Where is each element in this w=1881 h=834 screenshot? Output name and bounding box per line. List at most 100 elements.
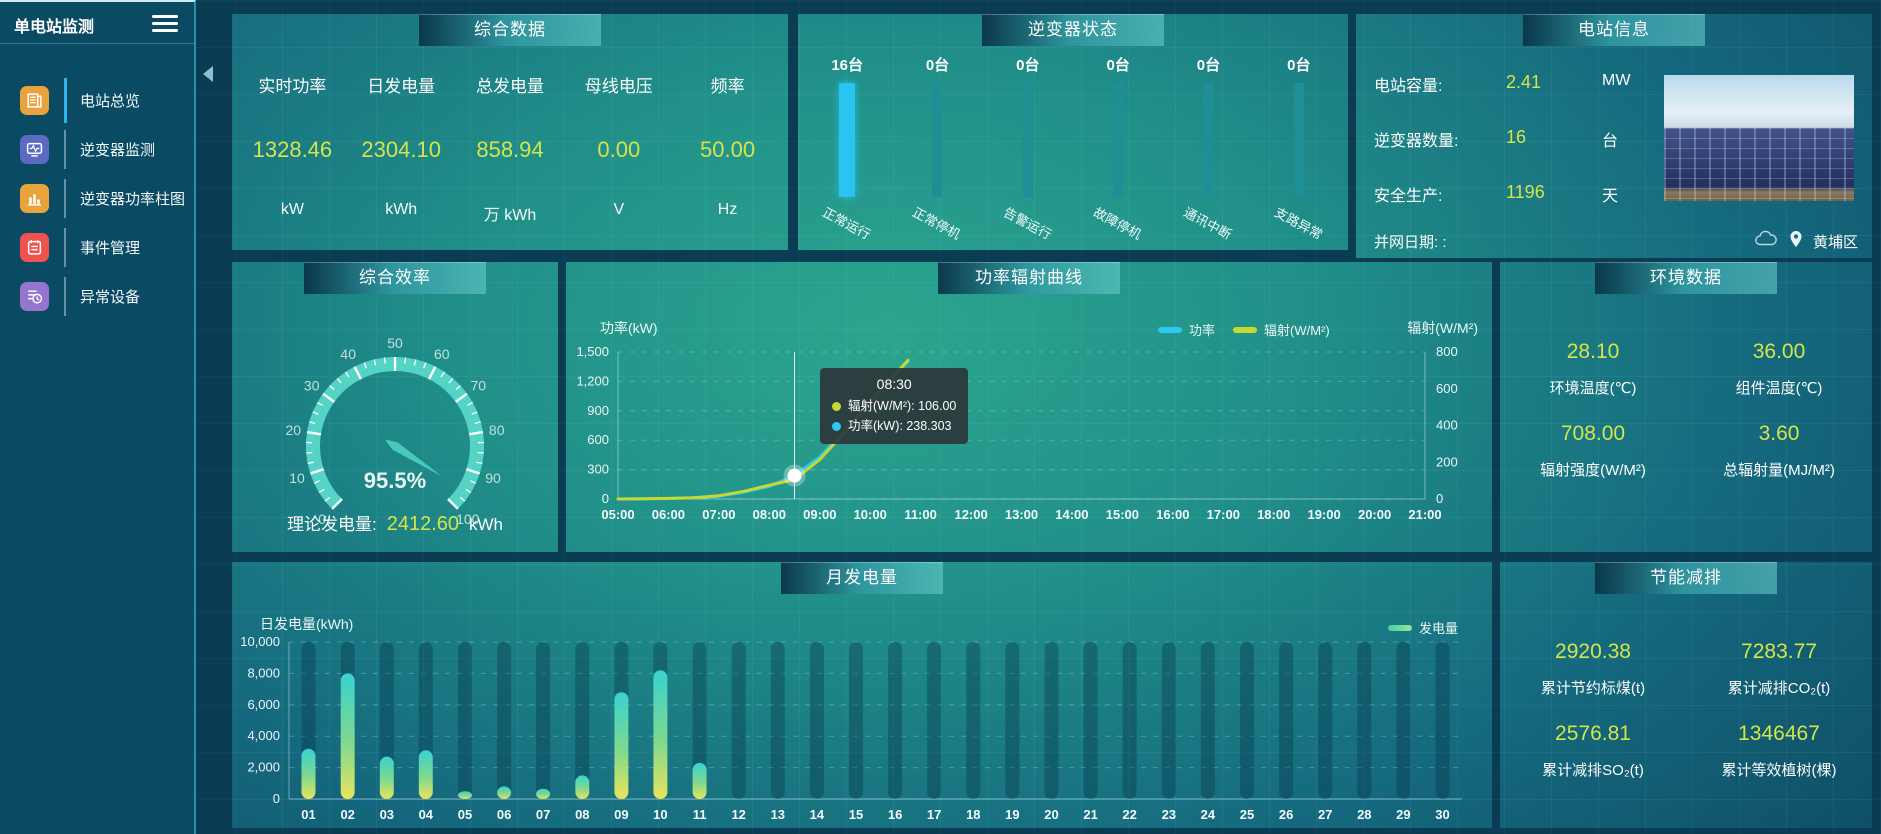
sidebar-menu: 电站总览 逆变器监测 逆变器功率柱图事件管理异常设备 <box>0 76 194 321</box>
legend-item-辐射(W/M²)[interactable]: 辐射(W/M²) <box>1233 320 1330 339</box>
svg-text:80: 80 <box>489 422 505 438</box>
bar-09 <box>614 692 629 799</box>
station-info-unit: 天 <box>1602 188 1619 205</box>
svg-text:600: 600 <box>587 432 609 447</box>
station-info-row-0: 电站容量: 2.41 MW <box>1374 72 1630 96</box>
svg-text:15:00: 15:00 <box>1106 507 1139 522</box>
panel-title-efficiency: 综合效率 <box>304 262 486 294</box>
theory-generation-unit: kWh <box>469 515 504 534</box>
environment-stat-1: 36.00 组件温度(℃) <box>1686 340 1872 422</box>
abnormal-device-icon <box>20 282 49 311</box>
svg-text:60: 60 <box>434 346 450 362</box>
svg-text:19: 19 <box>1005 807 1019 822</box>
inverter-status-1: 0台 正常停机 <box>892 54 982 242</box>
app-title: 单电站监测 <box>14 19 95 36</box>
environment-value: 708.00 <box>1560 422 1626 445</box>
inverter-status-label: 正常运行 <box>820 204 874 243</box>
svg-text:05: 05 <box>458 807 472 822</box>
svg-text:18:00: 18:00 <box>1257 507 1290 522</box>
environment-label: 组件温度(℃) <box>1735 380 1823 397</box>
svg-text:22: 22 <box>1122 807 1136 822</box>
inverter-bar <box>1022 83 1033 197</box>
stat-label: 实时功率 <box>258 77 327 96</box>
bar-05 <box>458 791 472 799</box>
svg-text:21:00: 21:00 <box>1408 507 1441 522</box>
sidebar-item-divider <box>64 130 66 169</box>
svg-text:11:00: 11:00 <box>904 507 937 522</box>
bar-02 <box>340 673 355 799</box>
sidebar-item-3[interactable]: 事件管理 <box>0 223 194 272</box>
station-info-value: 16 <box>1506 127 1527 147</box>
svg-text:70: 70 <box>471 378 487 394</box>
event-icon <box>20 233 49 262</box>
svg-text:0: 0 <box>602 491 609 506</box>
stat-unit: 万 kWh <box>483 207 537 224</box>
svg-text:13:00: 13:00 <box>1005 507 1038 522</box>
stat-unit: Hz <box>717 201 738 218</box>
saving-label: 累计等效植树(棵) <box>1721 762 1837 779</box>
panel-title-inverter-status: 逆变器状态 <box>982 14 1164 46</box>
svg-text:10:00: 10:00 <box>854 507 887 522</box>
inverter-count: 0台 <box>1287 57 1311 74</box>
chart-tooltip: 08:30 辐射(W/M²): 106.00 功率(kW): 238.303 <box>820 368 969 444</box>
environment-stats: 28.10 环境温度(℃) 36.00 组件温度(℃) 708.00 辐射强度(W/M²)… <box>1500 340 1872 504</box>
svg-text:8,000: 8,000 <box>247 665 280 680</box>
svg-text:07: 07 <box>536 807 550 822</box>
sidebar-item-4[interactable]: 异常设备 <box>0 272 194 321</box>
svg-text:04: 04 <box>419 807 434 822</box>
svg-text:12: 12 <box>731 807 745 822</box>
tooltip-row: 功率(kW): 238.303 <box>832 416 956 436</box>
stat-unit: kW <box>280 201 304 218</box>
environment-stat-0: 28.10 环境温度(℃) <box>1500 340 1686 422</box>
saving-value: 2920.38 <box>1555 640 1631 663</box>
svg-text:50: 50 <box>387 335 403 351</box>
stat-label: 频率 <box>710 77 745 96</box>
sidebar-item-0[interactable]: 电站总览 <box>0 76 194 125</box>
sidebar-collapse-arrow[interactable] <box>203 66 213 82</box>
station-info-value: 2.41 <box>1506 72 1542 92</box>
panel-station-info: 电站信息 电站容量: 2.41 MW 逆变器数量: 16 台安全生产: 1196 天 并网日期… <box>1356 14 1872 258</box>
svg-text:18: 18 <box>966 807 980 822</box>
sidebar-item-2[interactable]: 逆变器功率柱图 <box>0 174 194 223</box>
saving-stat-1: 7283.77 累计减排CO₂(t) <box>1686 640 1872 722</box>
sidebar-item-1[interactable]: 逆变器监测 <box>0 125 194 174</box>
svg-text:4,000: 4,000 <box>247 728 280 743</box>
summary-stat-4: 频率 50.00 Hz <box>673 46 782 250</box>
svg-text:900: 900 <box>587 403 609 418</box>
weather-cloud-icon[interactable] <box>1753 230 1779 252</box>
sidebar-header: 单电站监测 <box>0 2 194 44</box>
svg-text:29: 29 <box>1396 807 1410 822</box>
svg-text:27: 27 <box>1318 807 1332 822</box>
panel-summary-data: 综合数据 实时功率 1328.46 kW 日发电量 2304.10 kWh 总发电量 858.… <box>232 14 788 250</box>
efficiency-gauge[interactable]: 0 10 20 30 40 50 60 70 80 90 100 95.5% <box>232 296 558 531</box>
svg-text:14: 14 <box>810 807 825 822</box>
stat-label: 总发电量 <box>475 77 544 96</box>
inverter-count: 0台 <box>1106 57 1130 74</box>
power-radiation-chart[interactable]: 0 300 600 900 1,200 1,500 0 200 400 600 800 05:00 06… <box>566 262 1492 557</box>
inverter-bar <box>932 83 943 197</box>
legend-item-generation[interactable]: 发电量 <box>1387 618 1458 637</box>
environment-value: 36.00 <box>1752 340 1806 363</box>
sidebar-item-label: 事件管理 <box>80 240 141 257</box>
svg-text:03: 03 <box>380 807 394 822</box>
svg-text:200: 200 <box>1436 454 1458 469</box>
panel-energy-saving: 节能减排 2920.38 累计节约标煤(t) 7283.77 累计减排CO₂(t) 25… <box>1500 562 1872 828</box>
svg-text:15: 15 <box>849 807 863 822</box>
svg-text:19:00: 19:00 <box>1307 507 1340 522</box>
menu-toggle-icon[interactable] <box>152 15 178 36</box>
monthly-generation-chart[interactable]: 0 2,000 4,000 6,000 8,000 10,000 01 02 03 04 05 06 0… <box>232 562 1492 833</box>
svg-text:06:00: 06:00 <box>652 507 685 522</box>
legend-item-功率[interactable]: 功率 <box>1158 320 1215 339</box>
panel-inverter-status: 逆变器状态 16台 正常运行 0台 正常停机 0台 告警运行 0台 故障停机 0台 通讯中断 0台支… <box>798 14 1348 250</box>
svg-text:2,000: 2,000 <box>247 760 280 775</box>
stat-value: 858.94 <box>476 137 544 162</box>
panel-title-environment: 环境数据 <box>1595 262 1777 294</box>
tooltip-row: 辐射(W/M²): 106.00 <box>832 396 956 416</box>
svg-text:0: 0 <box>1436 491 1443 506</box>
panel-monthly-generation: 月发电量 日发电量(kWh) 发电量 0 2,000 4,000 6,000 8,000… <box>232 562 1492 828</box>
svg-text:0: 0 <box>318 511 326 526</box>
panel-title-saving: 节能减排 <box>1595 562 1777 594</box>
stat-label: 日发电量 <box>367 77 436 96</box>
inverter-count: 0台 <box>1016 57 1040 74</box>
sidebar-item-divider <box>64 78 67 123</box>
